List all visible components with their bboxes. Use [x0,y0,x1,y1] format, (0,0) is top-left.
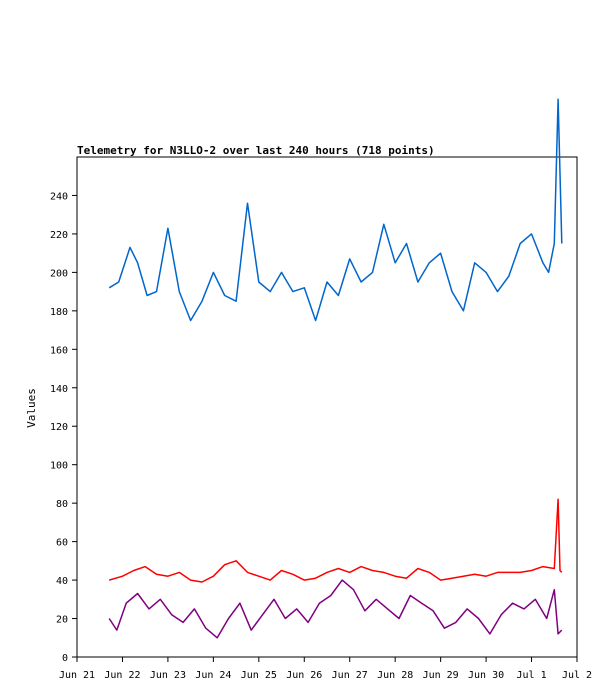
y-tick-label: 60 [56,538,68,549]
y-tick-label: 240 [50,191,68,202]
y-tick-label: 160 [50,345,68,356]
x-tick-label: Jun 21 [59,670,95,681]
y-tick-label: 80 [56,499,68,510]
x-tick-label: Jun 26 [286,670,322,681]
y-tick-label: 200 [50,268,68,279]
x-tick-label: Jun 24 [195,670,231,681]
x-tick-label: Jun 22 [104,670,140,681]
chart-title: Telemetry for N3LLO-2 over last 240 hour… [77,144,435,157]
plot-area: 0 20 40 60 80 100 120 140 160 180 200 220 240 Jun 21 J… [50,98,592,681]
x-tick-label: Jun 23 [150,670,186,681]
series-line-3 [108,579,563,639]
y-tick-label: 140 [50,384,68,395]
x-tick-label: Jun 27 [332,670,368,681]
y-axis-label: Values [25,388,38,428]
y-tick-label: 180 [50,307,68,318]
x-tick-label: Jun 25 [241,670,277,681]
x-tick-label: Jul 1 [516,670,546,681]
y-tick-label: 0 [62,653,68,664]
x-tick-label: Jun 30 [468,670,504,681]
y-tick-label: 40 [56,576,68,587]
y-tick-label: 20 [56,615,68,626]
y-tick-label: 120 [50,422,68,433]
plot-frame [76,156,578,658]
series-line-1 [108,98,563,322]
series-line-2 [108,498,563,583]
x-tick-label: Jun 29 [423,670,459,681]
y-tick-label: 220 [50,230,68,241]
x-tick-label: Jun 28 [377,670,413,681]
x-tick-label: Jul 2 [562,670,592,681]
y-tick-label: 100 [50,461,68,472]
